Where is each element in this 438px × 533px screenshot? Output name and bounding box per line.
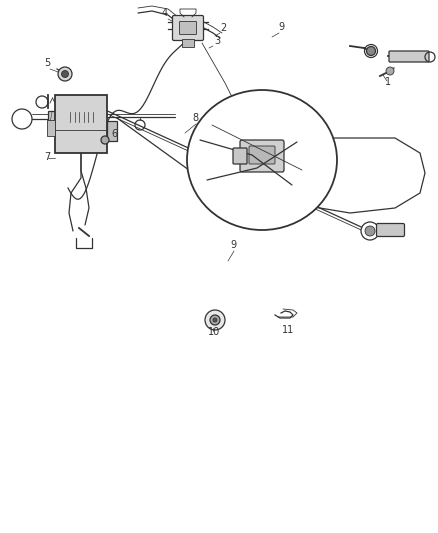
Text: 1: 1 — [385, 77, 391, 87]
Bar — [68, 112, 98, 122]
FancyBboxPatch shape — [180, 21, 197, 35]
Circle shape — [61, 70, 68, 77]
Text: 4: 4 — [162, 8, 168, 18]
Circle shape — [303, 172, 313, 182]
Circle shape — [205, 310, 225, 330]
Bar — [48, 111, 68, 123]
Text: 2: 2 — [220, 23, 226, 33]
Circle shape — [361, 222, 379, 240]
Circle shape — [213, 318, 217, 322]
Circle shape — [367, 46, 375, 55]
Bar — [107, 122, 117, 141]
Text: 6: 6 — [111, 129, 117, 139]
Text: 9: 9 — [230, 240, 236, 250]
Circle shape — [58, 67, 72, 81]
Text: 10: 10 — [208, 327, 220, 337]
Text: 9: 9 — [278, 22, 284, 32]
Text: 11: 11 — [282, 325, 294, 335]
Bar — [47, 119, 55, 135]
Ellipse shape — [187, 90, 337, 230]
FancyBboxPatch shape — [240, 140, 284, 172]
Circle shape — [249, 137, 261, 149]
Circle shape — [252, 141, 258, 146]
Bar — [182, 39, 194, 47]
Circle shape — [386, 67, 394, 75]
Bar — [55, 95, 107, 153]
Circle shape — [210, 315, 220, 325]
Circle shape — [365, 226, 375, 236]
Circle shape — [299, 168, 317, 186]
FancyBboxPatch shape — [233, 148, 247, 164]
Text: 8: 8 — [192, 113, 198, 123]
FancyBboxPatch shape — [173, 15, 204, 41]
Circle shape — [101, 136, 109, 144]
FancyBboxPatch shape — [377, 223, 405, 237]
Text: 7: 7 — [44, 152, 50, 162]
FancyBboxPatch shape — [249, 146, 275, 164]
Text: 5: 5 — [44, 58, 50, 68]
Text: 3: 3 — [214, 36, 220, 46]
FancyBboxPatch shape — [389, 51, 429, 62]
